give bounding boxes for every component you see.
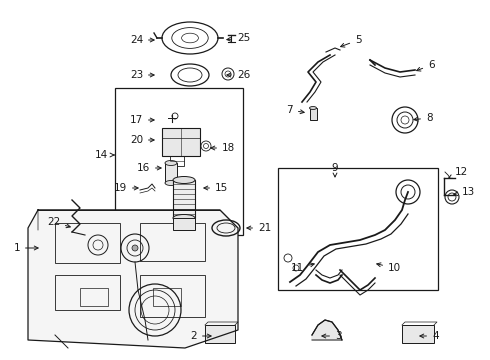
- Bar: [310, 108, 317, 120]
- Ellipse shape: [173, 215, 195, 221]
- Ellipse shape: [173, 176, 195, 184]
- Text: 2: 2: [191, 331, 211, 341]
- Ellipse shape: [165, 180, 177, 185]
- Polygon shape: [312, 320, 342, 340]
- Text: 12: 12: [448, 167, 468, 179]
- Text: 26: 26: [227, 70, 250, 80]
- Circle shape: [132, 245, 138, 251]
- Bar: [205, 325, 235, 343]
- Bar: [55, 223, 120, 263]
- Ellipse shape: [310, 107, 317, 109]
- Bar: [173, 180, 195, 218]
- Bar: [140, 275, 205, 317]
- Text: 18: 18: [211, 143, 235, 153]
- Bar: [162, 128, 200, 156]
- Text: 7: 7: [286, 105, 304, 115]
- Text: 1: 1: [13, 243, 38, 253]
- Ellipse shape: [165, 161, 177, 166]
- Bar: [115, 88, 243, 235]
- Bar: [165, 163, 177, 183]
- Text: 23: 23: [130, 70, 154, 80]
- Text: 24: 24: [130, 35, 154, 45]
- Bar: [80, 288, 108, 306]
- Text: 16: 16: [137, 163, 161, 173]
- Text: 19: 19: [114, 183, 138, 193]
- Text: 4: 4: [420, 331, 439, 341]
- Bar: [402, 325, 434, 343]
- Text: 14: 14: [95, 150, 114, 160]
- Bar: [55, 275, 120, 310]
- Text: 13: 13: [454, 187, 475, 197]
- Text: 10: 10: [377, 263, 401, 273]
- Bar: [170, 156, 184, 166]
- Text: 3: 3: [322, 331, 342, 341]
- Bar: [153, 288, 181, 306]
- Bar: [140, 223, 205, 261]
- Polygon shape: [28, 210, 238, 348]
- Text: 22: 22: [47, 217, 70, 228]
- Text: 20: 20: [130, 135, 154, 145]
- Text: 8: 8: [414, 113, 433, 123]
- Text: 21: 21: [247, 223, 271, 233]
- Text: 6: 6: [416, 60, 435, 71]
- Text: 5: 5: [341, 35, 362, 47]
- Bar: [173, 218, 195, 230]
- Text: 15: 15: [204, 183, 228, 193]
- Bar: [278, 168, 438, 290]
- Text: 17: 17: [130, 115, 154, 125]
- Text: 9: 9: [332, 163, 338, 177]
- Text: 11: 11: [291, 263, 314, 273]
- Text: 25: 25: [227, 33, 250, 43]
